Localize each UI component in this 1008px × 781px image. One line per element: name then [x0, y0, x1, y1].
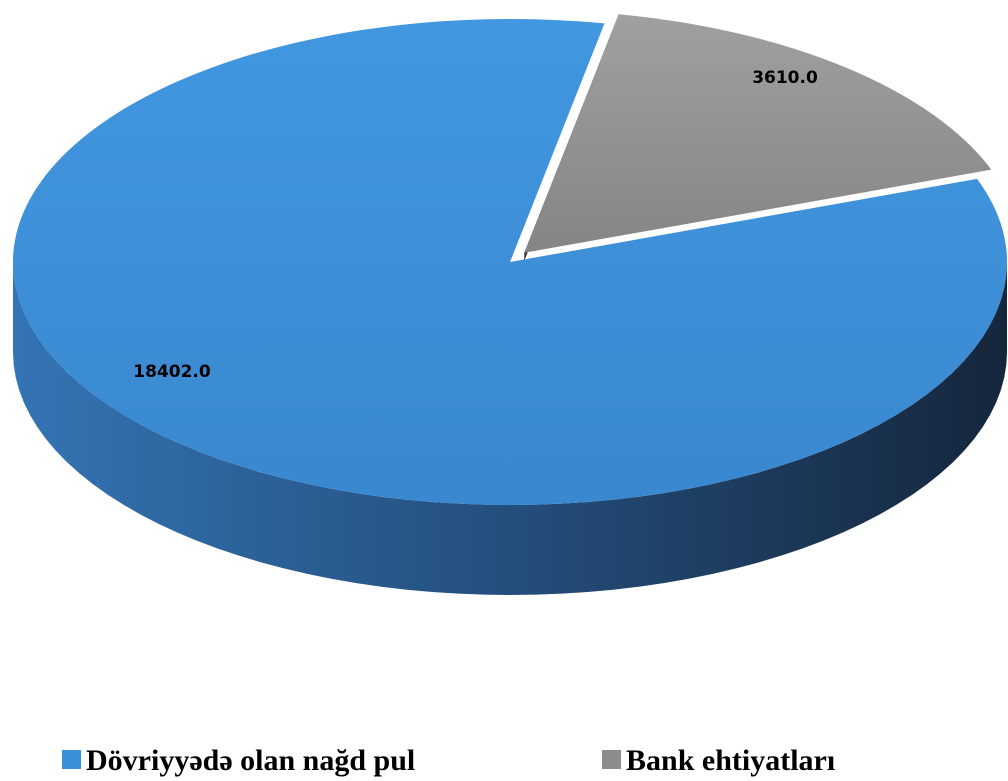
- legend: Dövriyyədə olan nağd pul Bank ehtiyatları: [62, 744, 835, 777]
- data-label: 3610.0: [752, 68, 818, 88]
- pie-slice: [524, 14, 992, 253]
- legend-swatch: [62, 750, 81, 769]
- legend-swatch: [602, 750, 621, 769]
- pie-slice: [12, 19, 1007, 506]
- data-label: 18402.0: [133, 362, 211, 382]
- legend-label: Bank ehtiyatları: [626, 744, 835, 777]
- legend-label: Dövriyyədə olan nağd pul: [86, 744, 415, 777]
- pie: 18402.0 3610.0: [12, 14, 1007, 595]
- pie-slice-side: [13, 262, 1007, 595]
